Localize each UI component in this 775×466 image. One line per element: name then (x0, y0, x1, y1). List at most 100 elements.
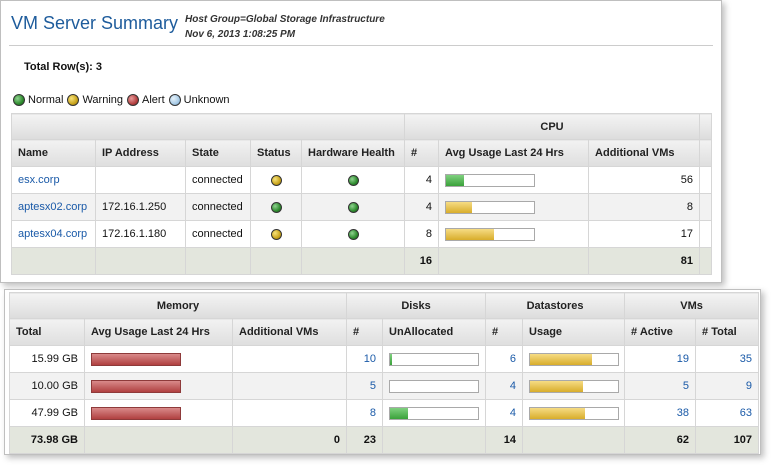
normal-health-icon (347, 201, 359, 213)
vms-total-link[interactable]: 63 (739, 407, 753, 419)
table-row: 47.99 GB 8 4 38 63 (9, 399, 760, 427)
additional-vms-cell: 8 (588, 193, 701, 221)
usage-bar-fill (390, 353, 392, 365)
disk-unallocated-cell (382, 399, 487, 427)
status-cell (250, 166, 302, 194)
col-header-vms-active[interactable]: # Active (624, 318, 697, 346)
legend-warning-label: Warning (82, 94, 124, 106)
col-header-disk-unallocated[interactable]: UnAllocated (382, 318, 487, 346)
cpu-count-total: 16 (404, 247, 440, 275)
col-header-disk-count[interactable]: # (346, 318, 384, 346)
datastore-count-link[interactable]: 6 (509, 353, 517, 365)
vms-active-link[interactable]: 5 (682, 380, 690, 392)
table-row: 15.99 GB 10 6 19 35 (9, 345, 760, 373)
col-header-additional-vms[interactable]: Additional VMs (588, 139, 701, 167)
status-cell (250, 193, 302, 221)
disk-count-cell: 5 (346, 372, 384, 400)
normal-status-icon (13, 94, 25, 106)
health-cell (300, 166, 406, 194)
server-name-cell: aptesx02.corp (11, 193, 96, 221)
edge-cell (699, 166, 713, 194)
table-row: 10.00 GB 5 4 5 9 (9, 372, 760, 400)
disk-count-cell: 8 (346, 399, 384, 427)
col-header-memory-additional-vms[interactable]: Additional VMs (231, 318, 348, 346)
ip-cell: 172.16.1.250 (95, 193, 186, 221)
resource-group-header-row: Memory Disks Datastores VMs (8, 292, 760, 319)
group-header-blank (10, 113, 406, 140)
datastore-usage-bar (529, 352, 620, 366)
disk-count-link[interactable]: 8 (369, 407, 377, 419)
usage-bar-fill (446, 174, 464, 186)
usage-bar-fill (92, 353, 180, 365)
datastore-usage-cell (522, 399, 626, 427)
group-header-edge (699, 113, 713, 140)
col-header-vms-total[interactable]: # Total (695, 318, 760, 346)
datastore-usage-bar (529, 379, 620, 393)
summary-panel-bottom: Memory Disks Datastores VMs Total Avg Us… (4, 289, 761, 455)
usage-bar-fill (446, 228, 495, 240)
state-cell: connected (185, 166, 251, 194)
datastore-usage-cell (522, 372, 626, 400)
report-timestamp: Nov 6, 2013 1:08:25 PM (185, 29, 296, 40)
cpu-usage-bar (445, 200, 536, 214)
col-header-datastore-count[interactable]: # (485, 318, 524, 346)
page-title: VM Server Summary (11, 13, 179, 33)
col-header-ip-address[interactable]: IP Address (95, 139, 186, 167)
status-legend: Normal Warning Alert Unknown (13, 94, 234, 106)
col-header-datastore-usage[interactable]: Usage (522, 318, 626, 346)
col-header-status[interactable]: Status (250, 139, 302, 167)
table-row: aptesx02.corp 172.16.1.250 connected 4 8 (11, 193, 713, 221)
cpu-usage-cell (438, 166, 590, 194)
col-header-hardware-health[interactable]: Hardware Health (300, 139, 406, 167)
warning-status-icon (270, 228, 282, 240)
alert-status-icon (127, 94, 140, 106)
col-header-name[interactable]: Name (11, 139, 96, 167)
cpu-column-header-row: Name IP Address State Status Hardware He… (11, 139, 713, 167)
disk-unallocated-cell (382, 372, 487, 400)
usage-bar-fill (530, 407, 586, 419)
resource-table: Memory Disks Datastores VMs Total Avg Us… (8, 292, 760, 454)
server-link[interactable]: aptesx04.corp (18, 228, 88, 240)
normal-status-icon (270, 201, 282, 213)
table-row: aptesx04.corp 172.16.1.180 connected 8 1… (11, 220, 713, 248)
vms-active-link[interactable]: 19 (676, 353, 690, 365)
vms-active-link[interactable]: 38 (676, 407, 690, 419)
datastore-usage-bar (529, 406, 620, 420)
cpu-count-cell: 8 (404, 220, 440, 248)
datastore-count-link[interactable]: 4 (509, 407, 517, 419)
datastore-usage-cell (522, 345, 626, 373)
col-header-cpu-count[interactable]: # (404, 139, 440, 167)
disk-count-cell: 10 (346, 345, 384, 373)
col-header-memory-avg-usage[interactable]: Avg Usage Last 24 Hrs (84, 318, 233, 346)
normal-health-icon (347, 174, 359, 186)
normal-health-icon (347, 228, 359, 240)
vms-total-link[interactable]: 9 (745, 380, 753, 392)
memory-total-cell: 10.00 GB (9, 372, 85, 400)
cpu-group-header-row: CPU (10, 113, 713, 140)
state-cell: connected (185, 193, 251, 221)
unknown-status-icon (168, 94, 181, 106)
col-header-cpu-avg-usage[interactable]: Avg Usage Last 24 Hrs (438, 139, 590, 167)
cpu-group-header: CPU (404, 113, 701, 140)
edge-cell (699, 193, 713, 221)
datastore-count-cell: 4 (485, 372, 524, 400)
health-cell (300, 220, 406, 248)
totals-row: 16 81 (11, 247, 713, 275)
server-name-cell: esx.corp (11, 166, 96, 194)
vms-total-sum: 107 (695, 426, 760, 454)
cpu-table: CPU Name IP Address State Status Hardwar… (10, 113, 713, 275)
server-link[interactable]: esx.corp (18, 174, 60, 186)
server-link[interactable]: aptesx02.corp (18, 201, 88, 213)
datastore-count-link[interactable]: 4 (509, 380, 517, 392)
vms-total-link[interactable]: 35 (739, 353, 753, 365)
col-header-state[interactable]: State (185, 139, 251, 167)
disk-count-link[interactable]: 5 (369, 380, 377, 392)
col-header-edge (699, 139, 713, 167)
vms-total-cell: 35 (695, 345, 760, 373)
vms-active-cell: 38 (624, 399, 697, 427)
usage-bar-fill (390, 407, 408, 419)
ip-cell: 172.16.1.180 (95, 220, 186, 248)
disk-count-link[interactable]: 10 (363, 353, 377, 365)
col-header-memory-total[interactable]: Total (9, 318, 85, 346)
usage-bar-fill (92, 407, 180, 419)
